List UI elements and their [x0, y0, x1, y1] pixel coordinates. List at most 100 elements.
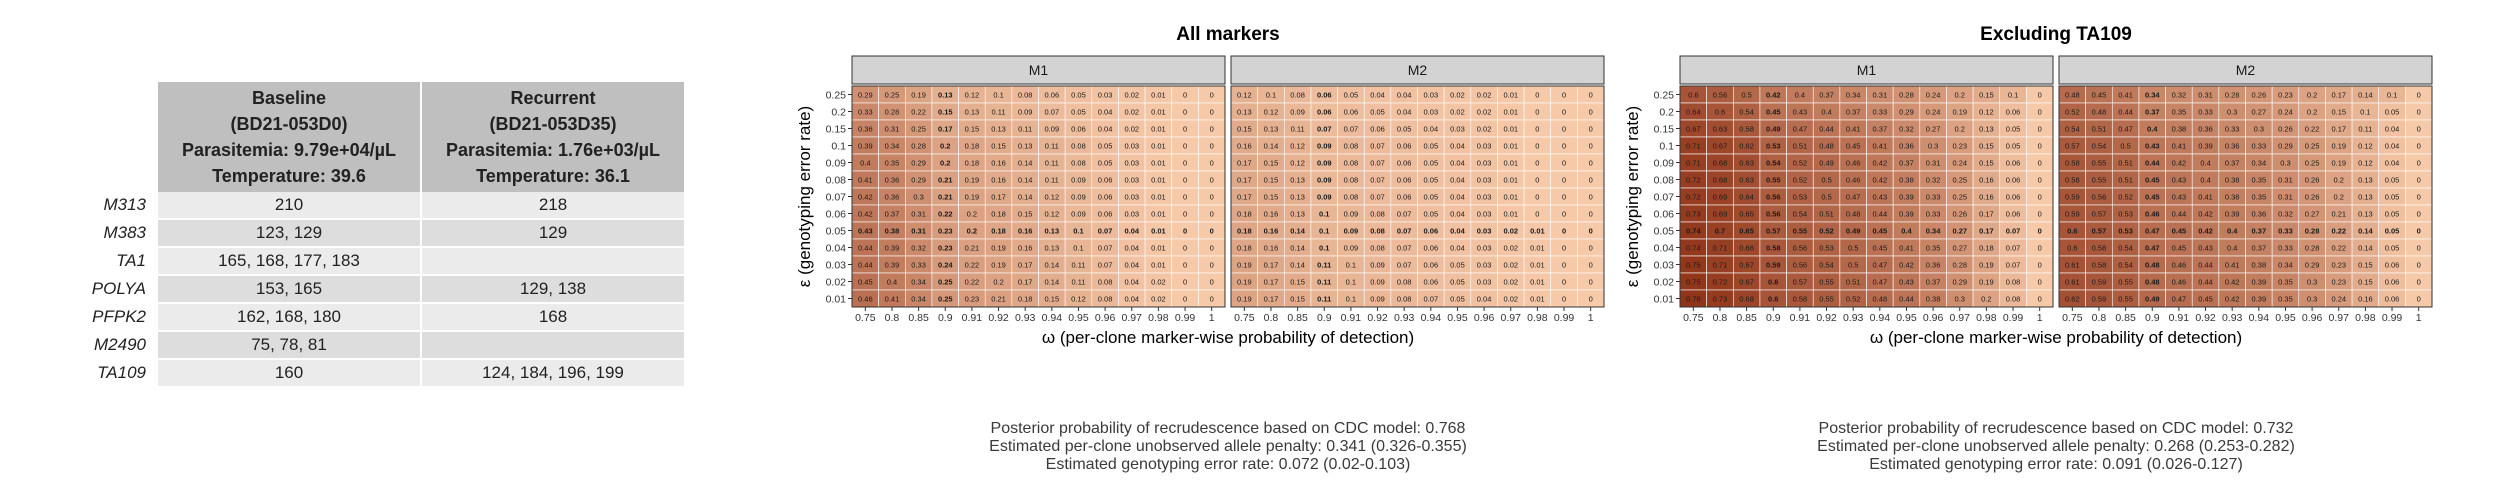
cell-label: 0.16	[2358, 295, 2373, 304]
cell-label: 0	[1589, 295, 1593, 304]
cell-label: 0.3	[2227, 108, 2237, 117]
x-tick-label: 0.9	[1317, 312, 1332, 324]
x-tick-label: 0.98	[1148, 312, 1169, 324]
cell-label: 0.28	[885, 108, 900, 117]
x-tick-label: 0.8	[2092, 312, 2107, 324]
cell-label: 0.08	[2006, 295, 2021, 304]
cell-label: 0.14	[1264, 142, 1279, 151]
y-tick-label: 0.1	[1659, 141, 1674, 153]
cell-label: 0	[1210, 210, 1214, 219]
y-tick-label: 0.04	[1654, 243, 1675, 255]
cell-label: 0.36	[2198, 125, 2213, 134]
cell-label: 0.17	[991, 193, 1006, 202]
marker-name: POLYA	[80, 276, 158, 304]
cell-label: 0.11	[1018, 125, 1032, 134]
baseline-alleles: 162, 168, 180	[158, 304, 422, 332]
cell-label: 0	[1210, 295, 1214, 304]
cell-label: 0.08	[1098, 278, 1113, 287]
cell-label: 0.04	[1450, 193, 1465, 202]
cell-label: 0.2	[2307, 91, 2317, 100]
cell-label: 0.4	[2227, 227, 2238, 236]
cell-label: 0.26	[2252, 91, 2267, 100]
cell-label: 0.6	[1768, 295, 1778, 304]
cell-label: 0.07	[1397, 210, 1412, 219]
cell-label: 0.13	[1290, 176, 1305, 185]
cell-label: 0.17	[938, 125, 953, 134]
x-tick-label: 0.96	[1923, 312, 1944, 324]
cell-label: 0	[1589, 244, 1593, 253]
cell-label: 0.57	[2092, 210, 2107, 219]
recurrent-header-text: Recurrent (BD21-053D35) Parasitemia: 1.7…	[445, 88, 660, 186]
cell-label: 0.13	[2358, 176, 2373, 185]
y-axis-label: ε (genotyping error rate)	[795, 106, 814, 287]
cell-label: 0.3	[913, 193, 923, 202]
cell-label: 0.48	[1873, 295, 1888, 304]
cell-label: 0.42	[1873, 159, 1888, 168]
x-tick-label: 0.85	[2115, 312, 2136, 324]
cell-label: 0.4	[2147, 125, 2158, 134]
cell-label: 0.48	[1846, 210, 1861, 219]
cell-label: 0.18	[1237, 227, 1252, 236]
y-tick-label: 0.25	[826, 90, 847, 102]
cell-label: 0.01	[1503, 210, 1518, 219]
cell-label: 0.23	[938, 227, 953, 236]
cell-label: 0.43	[2172, 176, 2187, 185]
cell-label: 0.05	[2385, 227, 2400, 236]
cell-label: 0.11	[1045, 142, 1059, 151]
cell-label: 0.57	[1793, 278, 1808, 287]
x-tick-label: 0.94	[1042, 312, 1063, 324]
cell-label: 0.26	[2305, 193, 2320, 202]
cell-label: 0.54	[2118, 244, 2133, 253]
cell-label: 0.34	[885, 142, 900, 151]
cell-label: 0	[1589, 108, 1593, 117]
cell-label: 0.22	[965, 278, 980, 287]
cell-label: 0.23	[965, 295, 980, 304]
cell-label: 0.1	[1319, 227, 1329, 236]
cell-label: 0.16	[1018, 227, 1033, 236]
x-tick-label: 0.93	[1843, 312, 1864, 324]
cell-label: 0.01	[1503, 193, 1518, 202]
cell-label: 0.03	[1477, 159, 1492, 168]
cell-label: 0.02	[1151, 295, 1166, 304]
recurrent-alleles: 124, 184, 196, 199	[422, 360, 686, 388]
cell-label: 0.54	[1819, 261, 1834, 270]
cell-label: 0.04	[1124, 278, 1139, 287]
cell-label: 0.51	[2092, 125, 2107, 134]
cell-label: 0.22	[911, 108, 926, 117]
cell-label: 0.1	[1266, 91, 1276, 100]
cell-label: 0.01	[1503, 176, 1518, 185]
cell-label: 0.56	[1766, 210, 1781, 219]
cell-label: 0.46	[858, 295, 873, 304]
cell-label: 0	[1562, 244, 1566, 253]
cell-label: 0.5	[1741, 91, 1751, 100]
cell-label: 0	[2038, 278, 2042, 287]
cell-label: 0.02	[1503, 244, 1518, 253]
cell-label: 0.04	[1098, 125, 1113, 134]
cell-label: 0.13	[1018, 142, 1033, 151]
cell-label: 0.09	[1290, 108, 1305, 117]
cell-label: 0.25	[1952, 176, 1967, 185]
cell-label: 0.44	[1873, 210, 1888, 219]
cell-label: 0.36	[885, 176, 900, 185]
cell-label: 0.12	[2358, 159, 2373, 168]
cell-label: 0.16	[1264, 244, 1279, 253]
cell-label: 0.58	[2092, 261, 2107, 270]
cell-label: 0.17	[1979, 227, 1994, 236]
cell-label: 0.07	[1098, 244, 1113, 253]
cell-label: 0.16	[991, 176, 1006, 185]
cell-label: 0.15	[1264, 176, 1279, 185]
marker-name: PFPK2	[80, 304, 158, 332]
cell-label: 0.04	[1450, 142, 1465, 151]
cell-label: 0.12	[2358, 142, 2373, 151]
cell-label: 0.05	[2385, 244, 2400, 253]
cell-label: 0.45	[2198, 295, 2213, 304]
cell-label: 0.09	[1071, 193, 1086, 202]
cell-label: 0.08	[1397, 295, 1412, 304]
x-tick-label: 0.96	[1474, 312, 1495, 324]
cell-label: 0.06	[2385, 261, 2400, 270]
cell-label: 0.02	[1477, 91, 1492, 100]
x-tick-label: 0.96	[2302, 312, 2323, 324]
y-tick-label: 0.1	[831, 141, 846, 153]
x-tick-label: 0.92	[2195, 312, 2216, 324]
cell-label: 0.29	[911, 176, 926, 185]
